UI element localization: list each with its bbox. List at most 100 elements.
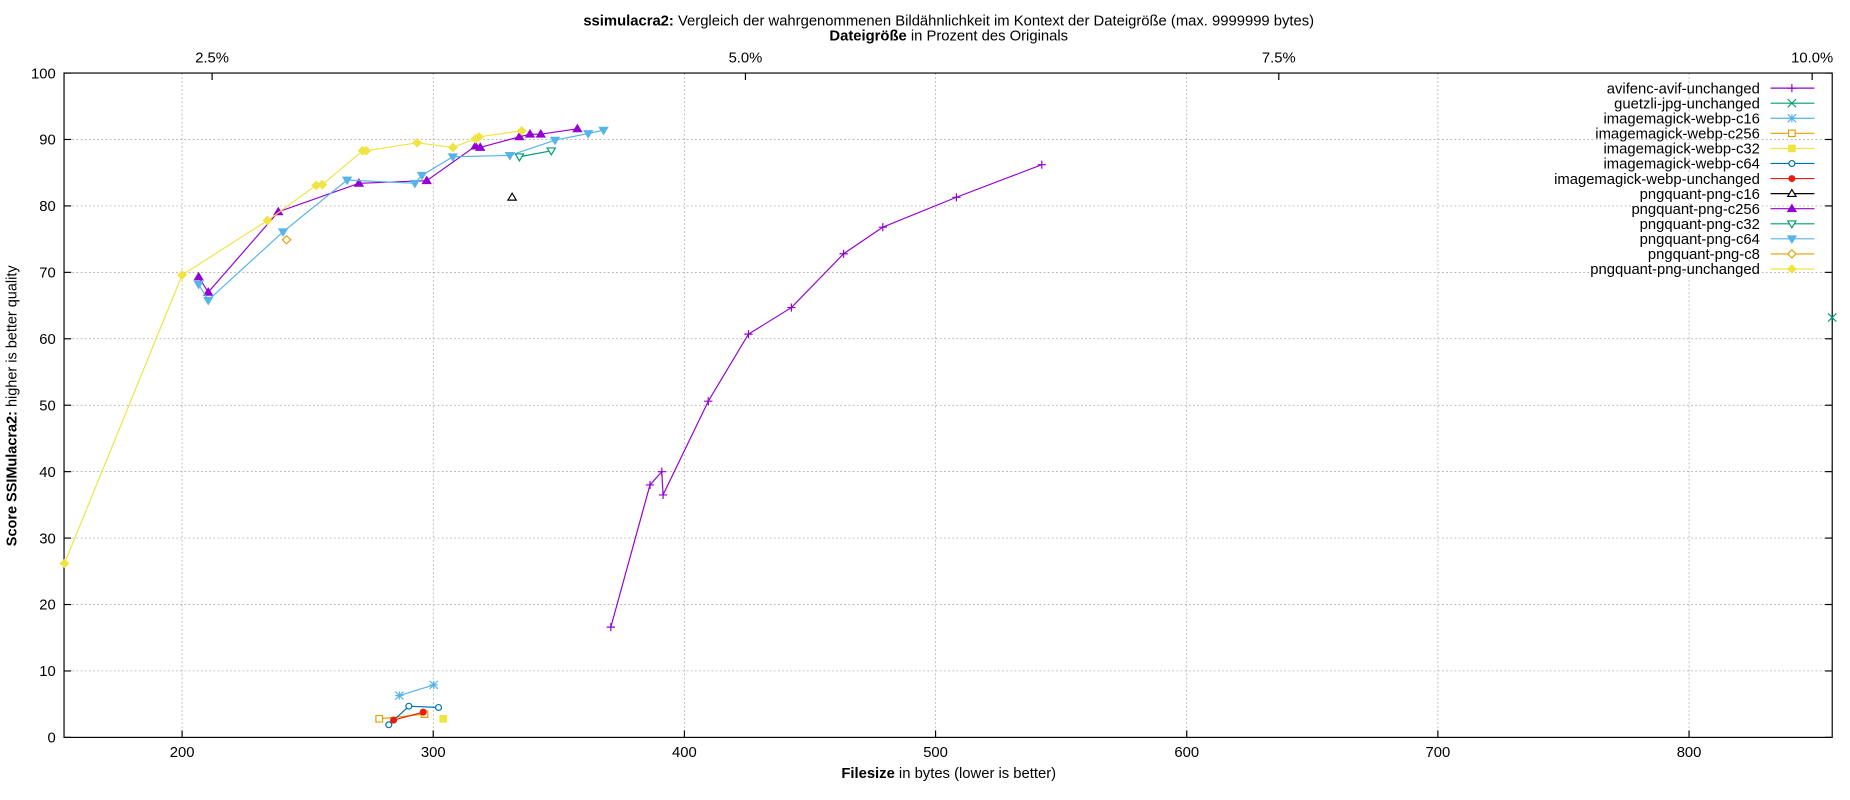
point-marker	[473, 131, 484, 142]
x-tick-label: 200	[170, 745, 195, 761]
legend-label: guetzli-jpg-unchanged	[1614, 97, 1760, 113]
point-marker	[475, 142, 486, 151]
point-marker	[447, 153, 459, 162]
x2-tick-label: 7.5%	[1262, 51, 1296, 67]
x-label-rest: in bytes (lower is better)	[895, 766, 1056, 782]
y-tick-label: 50	[39, 399, 55, 415]
plot-frame	[63, 72, 1833, 738]
legend-label: pngquant-png-unchanged	[1590, 262, 1760, 278]
point-marker	[177, 270, 188, 280]
title-bold: ssimulacra2:	[583, 14, 674, 30]
legend-label: imagemagick-webp-c16	[1604, 112, 1760, 128]
point-marker	[606, 623, 615, 632]
legend-marker	[1786, 264, 1797, 274]
point-marker	[416, 171, 428, 181]
point-marker	[277, 228, 289, 238]
series-line	[393, 711, 424, 721]
y-tick-label: 0	[47, 731, 55, 747]
point-marker	[419, 708, 427, 716]
point-marker	[658, 490, 668, 499]
point-marker	[516, 125, 527, 136]
point-marker	[59, 558, 70, 569]
legend-marker	[1786, 235, 1798, 245]
x-tick-label: 300	[421, 745, 446, 761]
x-tick-label: 600	[1174, 745, 1199, 761]
y-tick-label: 100	[31, 66, 56, 82]
point-marker	[385, 721, 393, 729]
x2-tick-label: 5.0%	[729, 51, 763, 67]
point-marker	[524, 128, 536, 138]
x2-label-rest: in Prozent des Originals	[907, 29, 1068, 45]
x2-tick-label: 2.5%	[195, 51, 229, 67]
point-marker	[421, 175, 432, 185]
legend-label: imagemagick-webp-c256	[1595, 127, 1760, 143]
y-label-bold: Score SSIMulacra2:	[4, 411, 20, 546]
point-marker	[262, 215, 273, 226]
y-tick-label: 30	[39, 531, 55, 547]
y-tick-label: 70	[39, 266, 55, 282]
legend-label: imagemagick-webp-c32	[1604, 142, 1760, 158]
y-tick-label: 80	[39, 199, 55, 215]
legend-marker	[1787, 144, 1796, 153]
point-marker	[878, 223, 887, 232]
y-tick-label: 10	[39, 664, 55, 680]
y-tick-label: 40	[39, 465, 55, 481]
legend-label: pngquant-png-c64	[1640, 232, 1760, 248]
y-tick-label: 20	[39, 598, 55, 614]
point-marker	[429, 680, 439, 690]
point-marker	[583, 130, 594, 139]
title-rest: Vergleich der wahrgenommenen Bildähnlich…	[674, 14, 1314, 30]
point-marker	[645, 480, 655, 489]
x2-axis-label: Dateigröße in Prozent des Originals	[829, 29, 1068, 45]
point-marker	[390, 716, 398, 724]
point-marker	[203, 287, 214, 296]
x2-tick-label: 10.0%	[1791, 51, 1833, 67]
y-axis-label: Score SSIMulacra2: higher is better qual…	[4, 265, 20, 546]
legend-marker	[1788, 160, 1796, 167]
legend-marker	[1786, 188, 1798, 198]
point-marker	[514, 153, 525, 162]
point-marker	[839, 249, 848, 258]
point-marker	[447, 142, 458, 153]
point-marker	[546, 147, 557, 156]
legend-label: pngquant-png-c8	[1648, 247, 1760, 263]
point-marker	[787, 303, 796, 312]
y-label-rest: higher is better quality	[4, 265, 20, 411]
point-marker	[394, 691, 404, 701]
legend-marker	[1786, 249, 1797, 259]
series-line	[399, 684, 434, 697]
point-marker	[598, 126, 609, 136]
point-marker	[572, 123, 583, 133]
point-marker	[514, 131, 525, 141]
x-tick-label: 800	[1677, 745, 1702, 761]
point-marker	[439, 714, 448, 723]
series-line	[379, 713, 425, 720]
x-tick-label: 700	[1426, 745, 1451, 761]
x-axis-label: Filesize in bytes (lower is better)	[841, 766, 1056, 782]
legend-label: avifenc-avif-unchanged	[1607, 81, 1760, 97]
series-line	[519, 150, 552, 158]
legend-label: imagemagick-webp-unchanged	[1554, 172, 1760, 188]
point-marker	[504, 152, 516, 161]
point-marker	[412, 137, 423, 148]
point-marker	[375, 714, 384, 723]
chart-title: ssimulacra2: Vergleich der wahrgenommene…	[583, 14, 1314, 30]
point-marker	[952, 193, 961, 202]
legend-marker	[1787, 84, 1797, 93]
point-marker	[281, 234, 292, 245]
x-tick-label: 400	[672, 745, 697, 761]
y-tick-label: 60	[39, 332, 55, 348]
legend-marker	[1788, 175, 1796, 182]
point-marker	[744, 330, 753, 339]
point-marker	[193, 280, 204, 290]
legend-marker	[1787, 113, 1797, 123]
legend-marker	[1786, 220, 1798, 229]
point-marker	[203, 296, 214, 306]
x-tick-label: 500	[923, 745, 948, 761]
legend-label: pngquant-png-c32	[1640, 217, 1760, 233]
point-marker	[409, 179, 421, 189]
point-marker	[535, 128, 546, 138]
